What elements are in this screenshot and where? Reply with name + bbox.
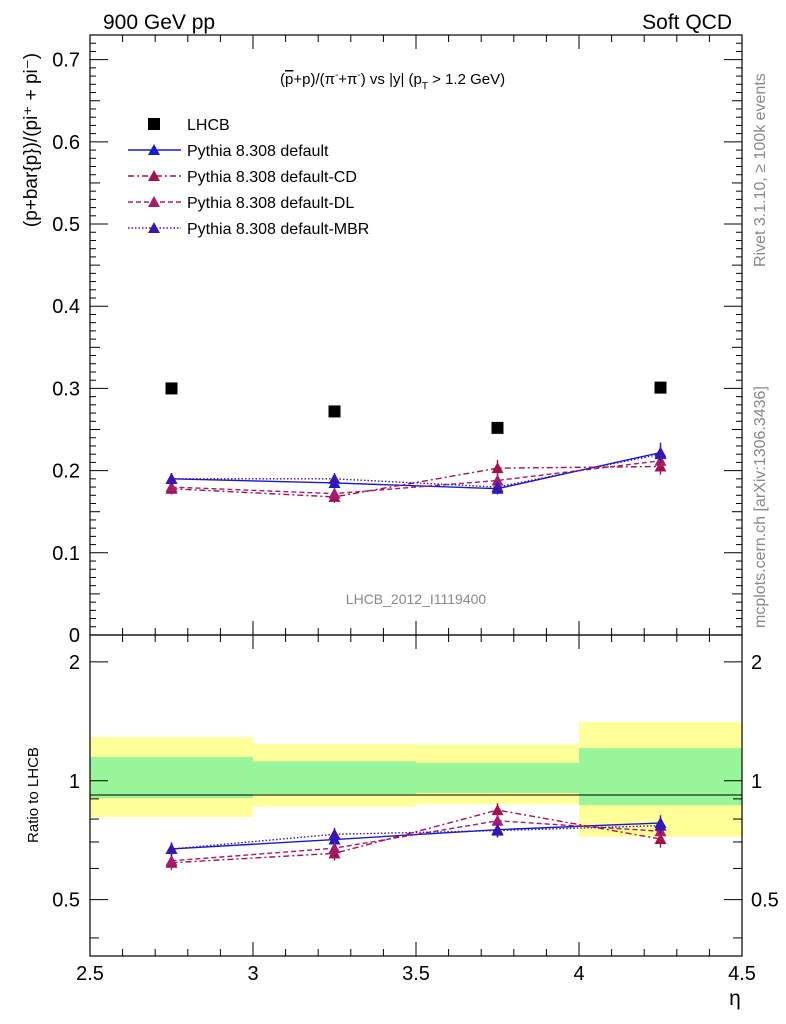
main-series [165,381,667,503]
title-mid1: +p)/(π [293,71,335,88]
ratio-line-pythia-8-308-default-dl [171,820,661,862]
ratio-line-pythia-8-308-default-cd [171,809,661,864]
point-pythia-8-308-default-dl [165,481,178,493]
xlabel: η [729,987,741,1010]
axis-ticks: 2.5 3 3.5 4 4.5 0 0.1 0.2 0.3 0.4 0.5 0.6 0.7 0.5 0.5 1… [52,34,779,985]
legend-marker-pythia-8-308-default [148,144,160,155]
title-sup2: - [357,70,360,81]
point-pythia-8-308-default-dl [328,487,341,499]
ratio-point-pythia-8-308-default-dl [328,842,341,854]
ratio-point-pythia-8-308-default-mbr [165,842,178,854]
ylabel-ratio: Ratio to LHCB [25,747,42,843]
point-pythia-8-308-default-cd [491,462,504,474]
y-tick-label: 0.1 [52,543,80,565]
legend-label-pythia-8-308-default-cd: Pythia 8.308 default-CD [187,169,357,186]
point-lhcb [328,405,341,418]
ratio-point-pythia-8-308-default-mbr [491,824,504,836]
y-tick-label: 0.7 [52,50,80,72]
legend-label-pythia-8-308-default: Pythia 8.308 default [187,143,329,160]
x-tick-label: 4 [573,963,584,985]
ratio-point-pythia-8-308-default-mbr [654,819,667,831]
point-pythia-8-308-default-mbr [654,448,667,460]
legend-marker-pythia-8-308-default-dl [148,196,160,207]
title-pbar: p [285,71,293,88]
legend-label-pythia-8-308-default-mbr: Pythia 8.308 default-MBR [187,221,369,238]
point-pythia-8-308-default-dl [491,474,504,486]
ratio-bands [90,721,742,837]
band-inner-1 [253,761,416,795]
line-pythia-8-308-default-cd [171,465,661,498]
title-mid3: ) vs |y| (p [361,71,422,88]
ratio-y-tick-label-right: 1 [751,771,762,793]
rivet-label: Rivet 3.1.10, ≥ 100k events [752,73,769,267]
band-inner-2 [416,762,579,793]
point-pythia-8-308-default-mbr [165,472,178,484]
point-pythia-8-308-default-mbr [328,472,341,484]
ratio-series [165,803,667,870]
title-sub: T [422,81,428,92]
y-tick-label: 0.5 [52,214,80,236]
ratio-point-pythia-8-308-default-dl [491,814,504,826]
line-pythia-8-308-default [171,451,661,490]
point-lhcb [165,382,178,395]
mcplots-label: mcplots.cern.ch [arXiv:1306.3436] [752,386,769,628]
x-tick-label: 2.5 [76,963,104,985]
header-left: 900 GeV pp [103,11,215,34]
title-open: ( [280,71,285,88]
legend-marker-pythia-8-308-default-cd [148,170,160,181]
point-lhcb [654,381,667,394]
analysis-watermark: LHCB_2012_I1119400 [346,591,487,607]
line-pythia-8-308-default-dl [171,460,661,495]
y-tick-label: 0.4 [52,296,80,318]
x-tick-label: 3.5 [402,963,430,985]
y-tick-label: 0.3 [52,378,80,400]
legend-marker-pythia-8-308-default-mbr [148,222,160,233]
y-tick-label: 0.2 [52,461,80,483]
point-pythia-8-308-default-mbr [491,481,504,493]
legend-label-pythia-8-308-default-dl: Pythia 8.308 default-DL [187,195,354,212]
band-inner-0 [90,756,253,798]
plot-title: (p+p)/(π-+π-) vs |y| (pT > 1.2 GeV) [280,70,505,92]
ratio-y-tick-label: 1 [69,771,80,793]
ratio-point-pythia-8-308-default-dl [165,854,178,866]
header-right: Soft QCD [642,11,732,34]
ratio-point-pythia-8-308-default-cd [491,804,504,816]
x-tick-label: 3 [247,963,258,985]
y-tick-label: 0.6 [52,132,80,154]
ratio-y-tick-label-right: 0.5 [751,890,779,912]
title-mid2: +π [338,71,357,88]
ratio-line-pythia-8-308-default-mbr [171,824,661,850]
ratio-y-tick-label: 2 [69,652,80,674]
legend-label-lhcb: LHCB [187,117,230,134]
x-tick-label: 4.5 [728,963,756,985]
legend-marker-lhcb [148,118,160,130]
point-lhcb [491,421,504,434]
ylabel-main: (p+bar{p})/(pi⁺ + pi⁻) [21,53,42,227]
legend: LHCB Pythia 8.308 default Pythia 8.308 def… [128,117,369,238]
ratio-y-tick-label: 0.5 [52,890,80,912]
title-sup1: - [335,70,338,81]
title-post: > 1.2 GeV) [428,71,505,88]
y-tick-label: 0 [69,625,80,647]
line-pythia-8-308-default-mbr [171,453,661,488]
ratio-point-pythia-8-308-default-mbr [328,828,341,840]
ratio-y-tick-label-right: 2 [751,652,762,674]
band-inner-3 [579,748,742,806]
